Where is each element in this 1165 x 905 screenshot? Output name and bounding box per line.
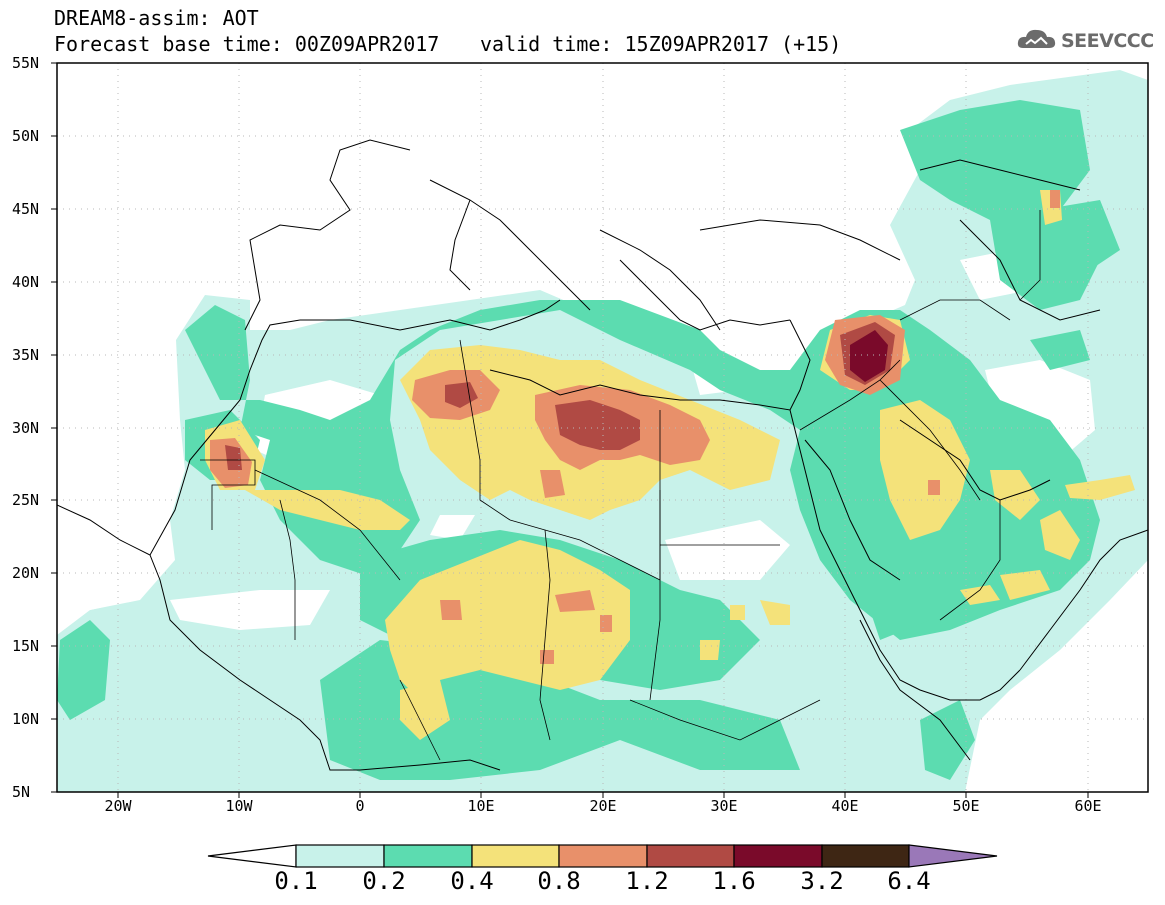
colorbar-over <box>908 844 998 868</box>
lon-label: 20W <box>104 797 132 815</box>
colorbar-label: 1.2 <box>625 867 669 895</box>
lat-label: 35N <box>12 346 40 364</box>
lon-label: 60E <box>1074 797 1102 815</box>
borders <box>200 210 1041 761</box>
lat-label: 10N <box>12 710 40 728</box>
colorbar-swatch-5 <box>646 844 735 868</box>
lat-label: 50N <box>12 127 40 145</box>
colorbar-label: 0.4 <box>450 867 494 895</box>
lon-label: 10E <box>467 797 495 815</box>
aot-band-1.6 <box>850 330 888 382</box>
map-title: DREAM8-assim: AOT <box>54 6 259 30</box>
lat-label: 30N <box>12 419 40 437</box>
lon-label: 20E <box>589 797 617 815</box>
coastlines <box>57 139 1148 771</box>
logo-text: SEEVCCC <box>1061 30 1154 52</box>
axis-ticks <box>51 62 1089 798</box>
lon-label: 0 <box>355 797 365 815</box>
lon-label: 50E <box>952 797 980 815</box>
colorbar-swatch-3 <box>471 844 560 868</box>
colorbar-label: 0.1 <box>274 867 318 895</box>
aot-contours <box>57 63 1148 792</box>
lon-label: 40E <box>831 797 859 815</box>
lat-label: 40N <box>12 273 40 291</box>
lat-label: 5N <box>12 783 31 801</box>
colorbar-label: 6.4 <box>887 867 931 895</box>
cloud-icon <box>1017 29 1056 48</box>
lat-label: 15N <box>12 637 40 655</box>
colorbar-label: 3.2 <box>800 867 844 895</box>
colorbar-label: 1.6 <box>712 867 756 895</box>
colorbar-under <box>207 844 297 868</box>
lat-label: 45N <box>12 200 40 218</box>
colorbar-swatch-6 <box>733 844 823 868</box>
colorbar-swatch-7 <box>821 844 910 868</box>
lon-label: 30E <box>710 797 738 815</box>
colorbar <box>207 844 998 868</box>
valid-time: valid time: 15Z09APR2017 (+15) <box>480 32 842 56</box>
colorbar-label: 0.8 <box>537 867 581 895</box>
colorbar-swatch-1 <box>295 844 385 868</box>
forecast-base-time: Forecast base time: 00Z09APR2017 <box>54 32 440 56</box>
lat-label: 20N <box>12 564 40 582</box>
colorbar-swatch-2 <box>383 844 473 868</box>
colorbar-swatch-4 <box>558 844 648 868</box>
lat-label: 55N <box>12 54 40 72</box>
colorbar-label: 0.2 <box>362 867 406 895</box>
lon-label: 10W <box>225 797 253 815</box>
lat-label: 25N <box>12 491 40 509</box>
